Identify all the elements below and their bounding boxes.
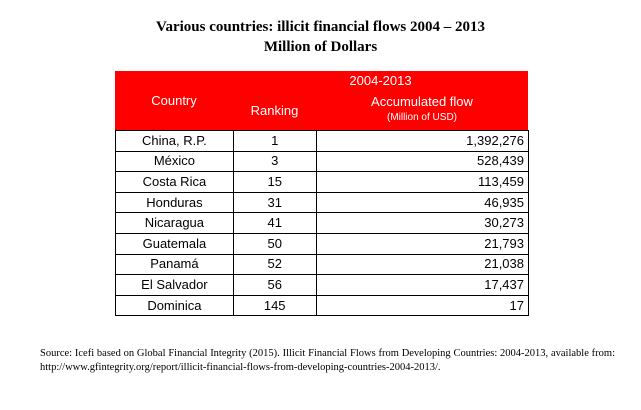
- country-cell: Honduras: [115, 191, 234, 214]
- table-header: Country Ranking 2004-2013 Accumulated fl…: [115, 71, 528, 130]
- table-row: Dominica 145 17: [115, 294, 530, 317]
- source-note: Source: Icefi based on Global Financial …: [40, 348, 615, 373]
- ranking-cell: 3: [232, 150, 317, 173]
- flow-cell: 46,935: [315, 191, 530, 214]
- column-header: 2004-2013: [349, 73, 412, 88]
- title: Various countries: illicit financial flo…: [155, 19, 486, 35]
- ranking-cell: 52: [232, 253, 317, 276]
- table-row: Nicaragua 41 30,273: [115, 212, 530, 234]
- table-row: Honduras 31 46,935: [115, 191, 530, 214]
- ranking-cell: 41: [232, 212, 317, 234]
- country-cell: El Salvador: [115, 274, 234, 296]
- table-row: Panamá 52 21,038: [115, 253, 530, 276]
- column-header: Ranking: [250, 103, 299, 118]
- column-header: Accumulated flow: [371, 94, 473, 109]
- subtitle: Million of Dollars: [263, 39, 378, 55]
- country-cell: Guatemala: [115, 232, 234, 255]
- table-row: Costa Rica 15 113,459: [115, 171, 530, 193]
- country-cell: China, R.P.: [115, 130, 234, 152]
- table-row: Guatemala 50 21,793: [115, 232, 530, 255]
- flow-cell: 21,793: [315, 232, 530, 255]
- ranking-cell: 56: [232, 274, 317, 296]
- flow-cell: 113,459: [315, 171, 530, 193]
- table-body: China, R.P. 1 1,392,276 México 3 528,439 Costa…: [115, 130, 530, 317]
- country-cell: Panamá: [115, 253, 234, 276]
- ranking-cell: 1: [232, 130, 317, 152]
- ranking-cell: 145: [232, 294, 317, 317]
- country-cell: México: [115, 150, 234, 173]
- ranking-cell: 50: [232, 232, 317, 255]
- table-row: México 3 528,439: [115, 150, 530, 173]
- flow-cell: 17: [315, 294, 530, 317]
- column-unit: (Million of USD): [386, 112, 457, 123]
- flow-cell: 528,439: [315, 150, 530, 173]
- country-cell: Dominica: [115, 294, 234, 317]
- table-row: China, R.P. 1 1,392,276: [115, 130, 530, 152]
- flow-cell: 21,038: [315, 253, 530, 276]
- flow-cell: 30,273: [315, 212, 530, 234]
- country-cell: Nicaragua: [115, 212, 234, 234]
- table-row: El Salvador 56 17,437: [115, 274, 530, 296]
- flow-cell: 17,437: [315, 274, 530, 296]
- ranking-cell: 15: [232, 171, 317, 193]
- column-header: Country: [151, 93, 197, 108]
- country-cell: Costa Rica: [115, 171, 234, 193]
- flow-cell: 1,392,276: [315, 130, 530, 152]
- ranking-cell: 31: [232, 191, 317, 214]
